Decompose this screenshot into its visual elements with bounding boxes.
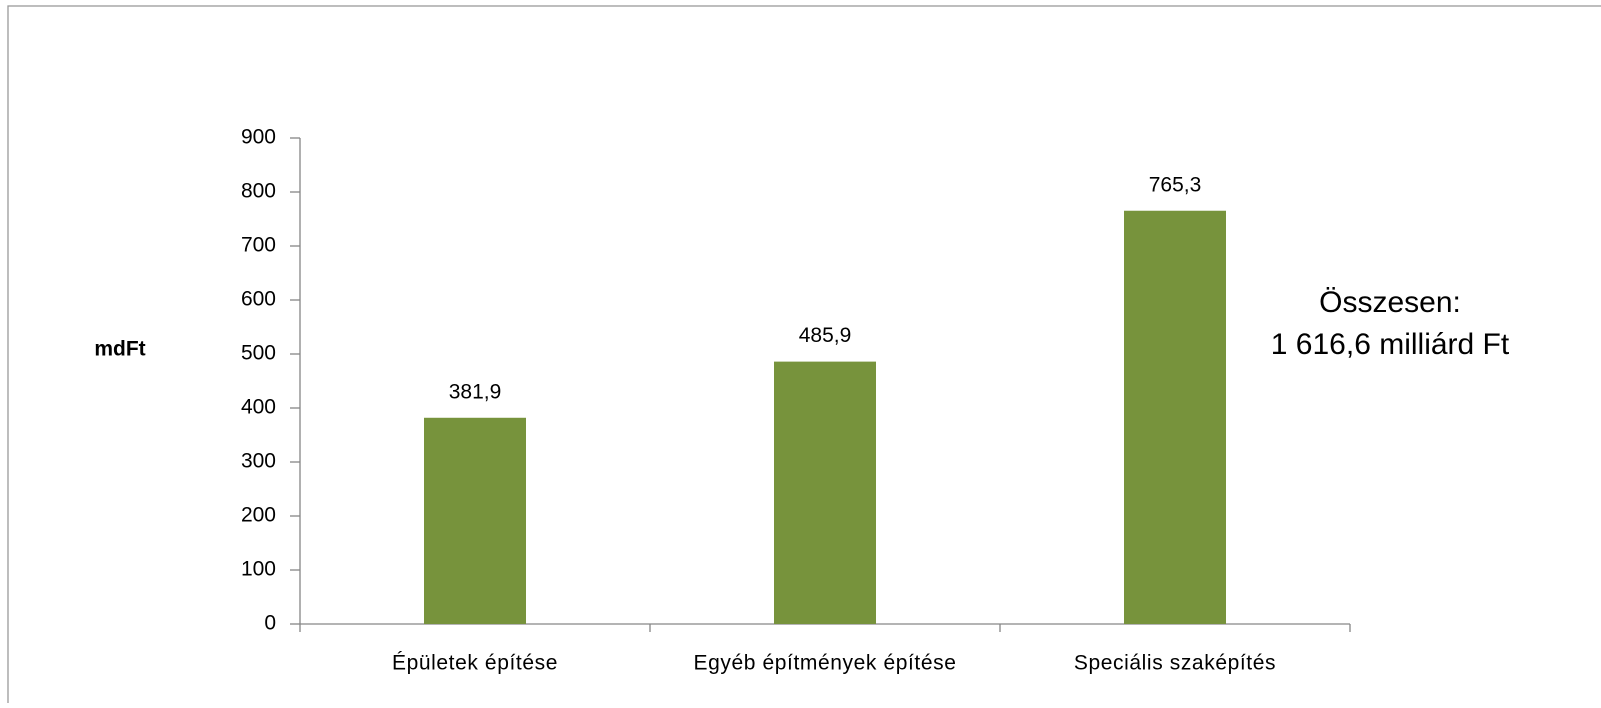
annotation: 1 616,6 milliárd Ft — [1271, 328, 1510, 361]
y-tick-label: 900 — [241, 126, 276, 149]
bar — [774, 361, 876, 624]
y-tick-label: 200 — [241, 504, 276, 527]
y-axis-label: mdFt — [94, 338, 145, 361]
x-tick-label: Épületek építése — [392, 652, 558, 675]
y-tick-label: 300 — [241, 450, 276, 473]
y-tick-label: 500 — [241, 342, 276, 365]
y-tick-label: 0 — [264, 612, 276, 635]
annotation: Összesen: — [1319, 286, 1461, 319]
y-tick-label: 400 — [241, 396, 276, 419]
x-tick-label: Speciális szaképítés — [1074, 652, 1276, 675]
bar — [424, 417, 526, 624]
value-label: 765,3 — [1149, 173, 1202, 196]
value-label: 381,9 — [449, 380, 502, 403]
y-tick-label: 100 — [241, 558, 276, 581]
bar — [1124, 210, 1226, 624]
x-tick-label: Egyéb építmények építése — [693, 652, 956, 675]
y-tick-label: 800 — [241, 180, 276, 203]
y-tick-label: 700 — [241, 234, 276, 257]
value-label: 485,9 — [799, 324, 852, 347]
y-tick-label: 600 — [241, 288, 276, 311]
